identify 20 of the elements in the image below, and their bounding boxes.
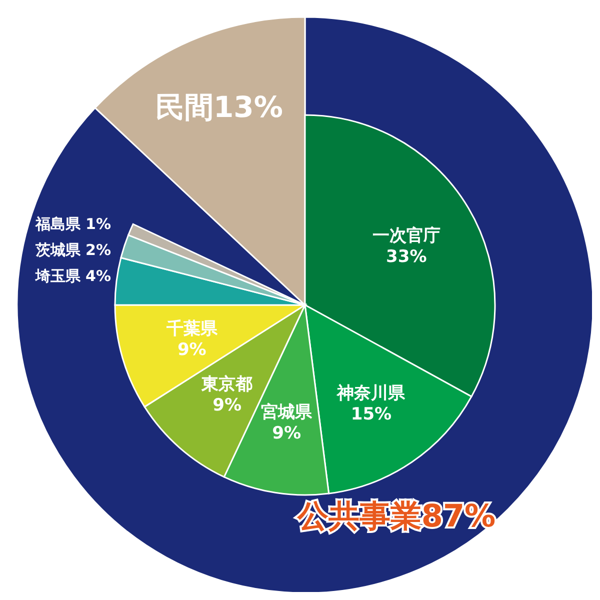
data-label: 13% — [214, 90, 283, 124]
slice-label: 茨城県 — [35, 241, 80, 260]
slice-label: 宮城県 — [261, 402, 314, 422]
slice-label: 公共事業 — [297, 498, 422, 534]
data-label: 15% — [350, 404, 392, 424]
slice-label: 民間 — [156, 90, 214, 124]
slice-label: 一次官庁 — [372, 226, 440, 246]
data-label: 4% — [86, 267, 111, 286]
slice-label: 埼玉県 — [35, 267, 80, 286]
data-label: 87% — [421, 498, 496, 534]
slice-label: 神奈川県 — [336, 383, 406, 404]
data-label: 33% — [386, 247, 427, 268]
slice-label: 千葉県 — [165, 318, 218, 339]
slice-label: 東京都 — [200, 374, 253, 394]
data-label: 9% — [272, 423, 302, 444]
data-label: 1% — [86, 215, 111, 234]
data-label: 2% — [86, 241, 111, 260]
slice-label: 福島県 — [35, 215, 80, 234]
data-label: 9% — [212, 395, 242, 416]
data-label: 9% — [177, 340, 206, 360]
